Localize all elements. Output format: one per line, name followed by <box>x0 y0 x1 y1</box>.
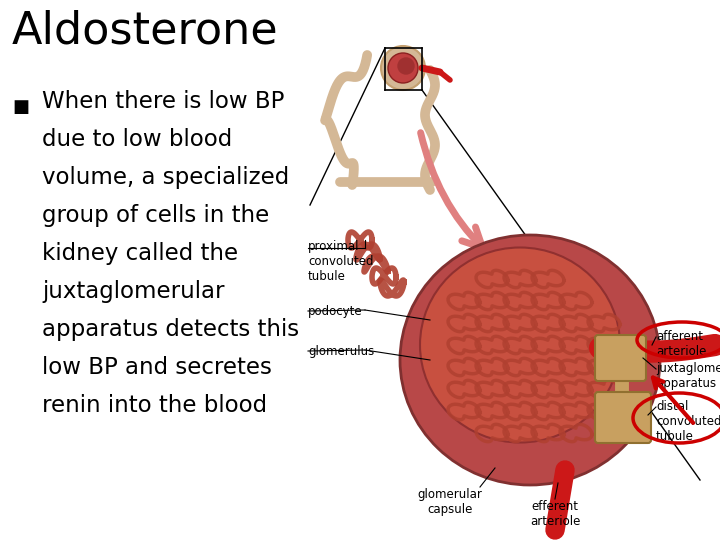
Circle shape <box>398 58 414 74</box>
Ellipse shape <box>420 247 620 442</box>
Text: low BP and secretes: low BP and secretes <box>42 356 272 379</box>
Text: due to low blood: due to low blood <box>42 128 233 151</box>
Text: efferent
arteriole: efferent arteriole <box>530 500 580 528</box>
Text: afferent
arteriole: afferent arteriole <box>656 330 706 358</box>
Text: apparatus detects this: apparatus detects this <box>42 318 299 341</box>
Text: renin into the blood: renin into the blood <box>42 394 267 417</box>
Text: ■: ■ <box>12 98 29 116</box>
FancyBboxPatch shape <box>595 392 651 443</box>
FancyBboxPatch shape <box>595 335 646 381</box>
Text: When there is low BP: When there is low BP <box>42 90 284 113</box>
Circle shape <box>381 46 425 90</box>
Text: glomerular
capsule: glomerular capsule <box>418 488 482 516</box>
Text: volume, a specialized: volume, a specialized <box>42 166 289 189</box>
Circle shape <box>388 53 418 83</box>
Text: juxtaglomerular
apparatus: juxtaglomerular apparatus <box>656 362 720 390</box>
Text: distal
convoluted
tubule: distal convoluted tubule <box>656 400 720 443</box>
Text: Aldosterone: Aldosterone <box>12 10 279 53</box>
Text: proximal
convoluted
tubule: proximal convoluted tubule <box>308 240 374 283</box>
Text: juxtaglomerular: juxtaglomerular <box>42 280 225 303</box>
Text: kidney called the: kidney called the <box>42 242 238 265</box>
Text: glomerulus: glomerulus <box>308 345 374 358</box>
Ellipse shape <box>400 235 660 485</box>
Text: podocyte: podocyte <box>308 305 363 318</box>
Text: group of cells in the: group of cells in the <box>42 204 269 227</box>
